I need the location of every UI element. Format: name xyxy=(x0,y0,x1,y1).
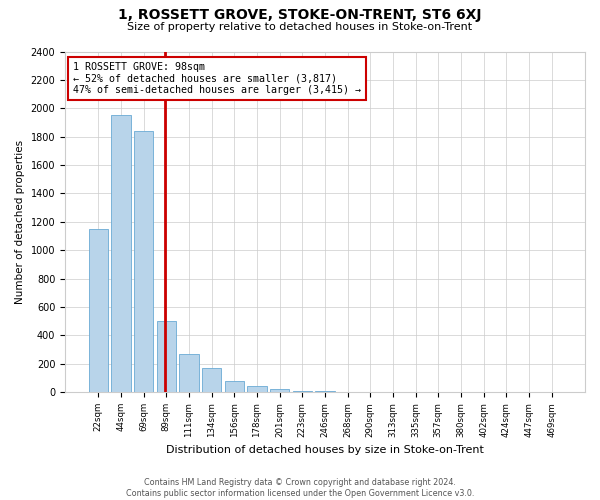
Bar xyxy=(293,390,312,392)
Bar xyxy=(224,382,244,392)
Bar xyxy=(202,368,221,392)
Y-axis label: Number of detached properties: Number of detached properties xyxy=(15,140,25,304)
Bar xyxy=(157,321,176,392)
Bar xyxy=(112,116,131,392)
Text: 1, ROSSETT GROVE, STOKE-ON-TRENT, ST6 6XJ: 1, ROSSETT GROVE, STOKE-ON-TRENT, ST6 6X… xyxy=(118,8,482,22)
Bar xyxy=(270,389,289,392)
Bar xyxy=(134,131,153,392)
Text: Size of property relative to detached houses in Stoke-on-Trent: Size of property relative to detached ho… xyxy=(127,22,473,32)
Bar xyxy=(89,229,108,392)
Bar xyxy=(316,391,335,392)
Text: Contains HM Land Registry data © Crown copyright and database right 2024.
Contai: Contains HM Land Registry data © Crown c… xyxy=(126,478,474,498)
Text: 1 ROSSETT GROVE: 98sqm
← 52% of detached houses are smaller (3,817)
47% of semi-: 1 ROSSETT GROVE: 98sqm ← 52% of detached… xyxy=(73,62,361,95)
X-axis label: Distribution of detached houses by size in Stoke-on-Trent: Distribution of detached houses by size … xyxy=(166,445,484,455)
Bar xyxy=(247,386,266,392)
Bar xyxy=(179,354,199,392)
